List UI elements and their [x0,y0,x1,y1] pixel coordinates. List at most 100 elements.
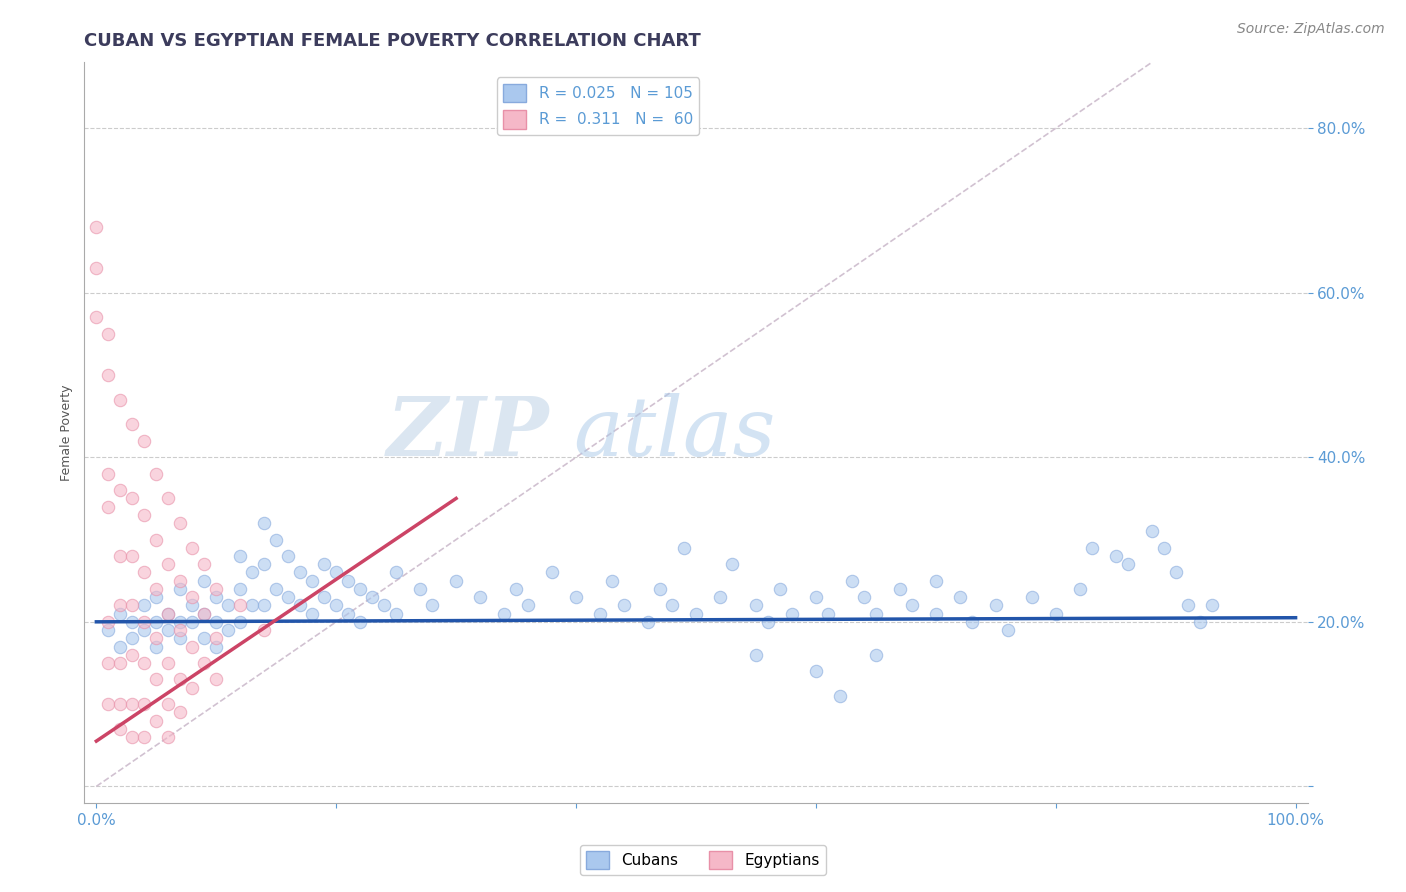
Point [145,632,167,646]
Text: Source: ZipAtlas.com: Source: ZipAtlas.com [1237,22,1385,37]
Text: atlas: atlas [574,392,776,473]
Point [444,574,467,588]
Point [325,599,347,613]
Point [804,590,827,604]
Point [145,714,167,728]
Point [373,599,395,613]
Point [264,533,287,547]
Point [110,656,132,670]
Point [157,491,180,506]
Point [205,590,228,604]
Point [337,607,360,621]
Point [589,607,612,621]
Point [314,558,336,572]
Point [1069,582,1091,596]
Point [217,599,239,613]
Point [1177,599,1199,613]
Point [121,549,143,563]
Point [541,566,564,580]
Legend: R = 0.025   N = 105, R =  0.311   N =  60: R = 0.025 N = 105, R = 0.311 N = 60 [498,78,699,135]
Point [134,623,156,637]
Point [169,615,191,629]
Point [181,615,204,629]
Point [134,730,156,744]
Point [193,607,215,621]
Point [517,599,540,613]
Point [865,607,887,621]
Point [169,574,191,588]
Point [121,697,143,711]
Point [505,582,527,596]
Point [253,558,276,572]
Point [229,549,252,563]
Point [960,615,983,629]
Point [145,590,167,604]
Point [157,558,180,572]
Point [709,590,731,604]
Point [181,640,204,654]
Point [290,599,312,613]
Point [110,483,132,498]
Point [997,623,1019,637]
Point [325,566,347,580]
Point [1021,590,1043,604]
Point [721,558,744,572]
Point [121,632,143,646]
Point [841,574,863,588]
Point [205,673,228,687]
Point [229,582,252,596]
Point [769,582,792,596]
Point [301,607,323,621]
Point [301,574,323,588]
Point [277,549,299,563]
Point [984,599,1007,613]
Point [925,607,948,621]
Point [193,574,215,588]
Point [97,500,120,514]
Point [264,582,287,596]
Point [121,417,143,432]
Point [110,697,132,711]
Point [420,599,443,613]
Point [1153,541,1175,555]
Point [685,607,707,621]
Point [145,615,167,629]
Point [349,615,371,629]
Y-axis label: Female Poverty: Female Poverty [60,384,73,481]
Point [86,261,108,276]
Point [145,673,167,687]
Point [181,541,204,555]
Point [121,648,143,662]
Point [157,623,180,637]
Point [1164,566,1187,580]
Point [134,434,156,448]
Point [157,730,180,744]
Point [1140,524,1163,539]
Point [157,656,180,670]
Point [110,599,132,613]
Point [409,582,432,596]
Point [648,582,671,596]
Point [349,582,371,596]
Point [169,632,191,646]
Point [780,607,803,621]
Point [1201,599,1223,613]
Point [134,566,156,580]
Point [110,549,132,563]
Point [804,664,827,678]
Point [110,607,132,621]
Point [229,599,252,613]
Point [672,541,695,555]
Point [745,599,768,613]
Point [745,648,768,662]
Point [314,590,336,604]
Point [600,574,623,588]
Point [110,722,132,736]
Point [134,615,156,629]
Point [97,467,120,481]
Point [121,599,143,613]
Point [240,566,263,580]
Point [157,697,180,711]
Point [134,656,156,670]
Point [193,558,215,572]
